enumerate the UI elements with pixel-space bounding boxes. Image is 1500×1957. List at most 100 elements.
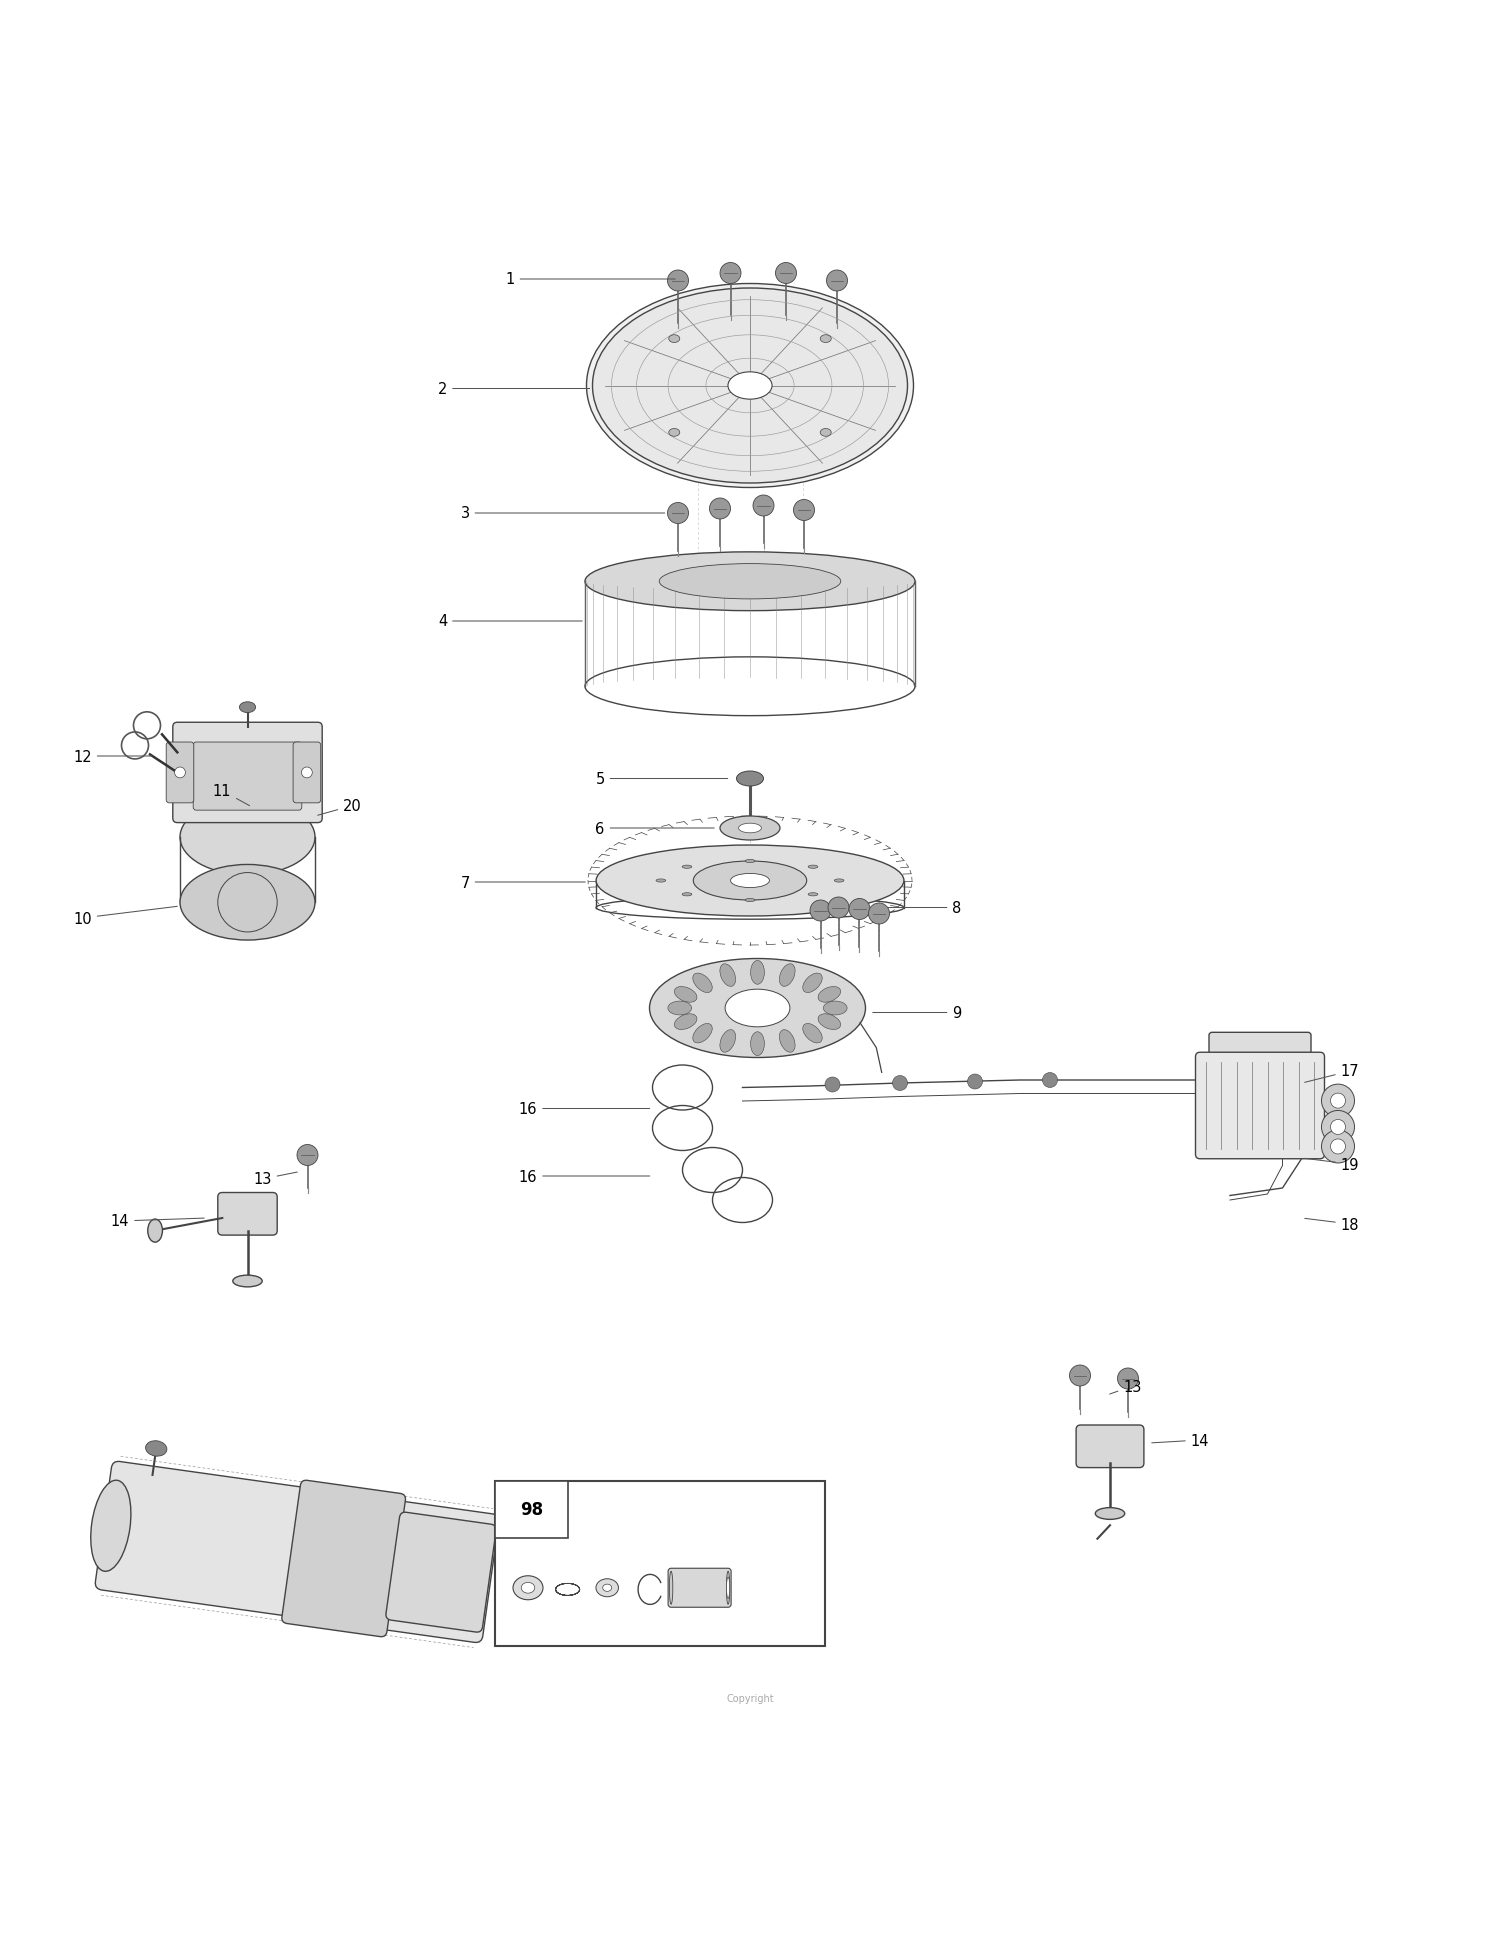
Ellipse shape bbox=[724, 990, 790, 1027]
Circle shape bbox=[720, 264, 741, 284]
Ellipse shape bbox=[802, 973, 822, 992]
FancyBboxPatch shape bbox=[1196, 1053, 1324, 1159]
Text: 8: 8 bbox=[888, 900, 962, 916]
Text: 14: 14 bbox=[1152, 1433, 1209, 1448]
Text: 14: 14 bbox=[111, 1213, 204, 1229]
Circle shape bbox=[174, 767, 186, 779]
Text: 5: 5 bbox=[596, 771, 728, 787]
Text: 11: 11 bbox=[213, 783, 249, 806]
Ellipse shape bbox=[596, 845, 904, 916]
Ellipse shape bbox=[818, 1014, 840, 1029]
Circle shape bbox=[710, 499, 730, 521]
Text: 13: 13 bbox=[1110, 1380, 1142, 1395]
Text: 98: 98 bbox=[519, 1501, 543, 1519]
Ellipse shape bbox=[596, 1579, 618, 1597]
Circle shape bbox=[827, 270, 848, 292]
Ellipse shape bbox=[650, 959, 866, 1059]
Ellipse shape bbox=[592, 290, 908, 483]
Circle shape bbox=[1330, 1139, 1346, 1155]
Ellipse shape bbox=[147, 1219, 162, 1243]
Ellipse shape bbox=[585, 552, 915, 611]
Circle shape bbox=[968, 1074, 982, 1090]
Ellipse shape bbox=[780, 965, 795, 986]
Ellipse shape bbox=[603, 1585, 612, 1591]
Ellipse shape bbox=[586, 284, 914, 487]
Circle shape bbox=[849, 898, 870, 920]
Ellipse shape bbox=[808, 892, 818, 896]
Ellipse shape bbox=[746, 859, 754, 863]
Ellipse shape bbox=[1095, 1507, 1125, 1519]
Ellipse shape bbox=[726, 1571, 730, 1605]
Circle shape bbox=[794, 501, 814, 521]
FancyBboxPatch shape bbox=[292, 742, 321, 804]
Circle shape bbox=[1330, 1119, 1346, 1135]
Ellipse shape bbox=[834, 879, 844, 883]
Text: Copyright: Copyright bbox=[726, 1693, 774, 1703]
Ellipse shape bbox=[669, 1571, 674, 1605]
Text: 17: 17 bbox=[1305, 1065, 1359, 1082]
Ellipse shape bbox=[821, 335, 831, 342]
Ellipse shape bbox=[693, 973, 712, 992]
Ellipse shape bbox=[660, 564, 840, 599]
FancyBboxPatch shape bbox=[194, 742, 302, 810]
Text: 9: 9 bbox=[873, 1006, 962, 1020]
FancyBboxPatch shape bbox=[166, 742, 194, 804]
Ellipse shape bbox=[824, 1002, 848, 1016]
Circle shape bbox=[868, 904, 889, 924]
Ellipse shape bbox=[146, 1440, 166, 1456]
Circle shape bbox=[668, 270, 688, 292]
FancyBboxPatch shape bbox=[96, 1462, 500, 1642]
Circle shape bbox=[668, 503, 688, 524]
Circle shape bbox=[776, 264, 796, 284]
Circle shape bbox=[1322, 1131, 1354, 1162]
Circle shape bbox=[828, 898, 849, 918]
Text: 12: 12 bbox=[74, 750, 152, 763]
FancyBboxPatch shape bbox=[1076, 1425, 1144, 1468]
Circle shape bbox=[1070, 1366, 1090, 1386]
Circle shape bbox=[892, 1076, 908, 1090]
Ellipse shape bbox=[720, 965, 735, 986]
Ellipse shape bbox=[720, 1029, 735, 1053]
Ellipse shape bbox=[818, 986, 840, 1002]
Circle shape bbox=[1322, 1084, 1354, 1117]
Ellipse shape bbox=[730, 875, 770, 888]
Text: 19: 19 bbox=[1305, 1157, 1359, 1172]
Ellipse shape bbox=[656, 879, 666, 883]
Ellipse shape bbox=[682, 865, 692, 869]
FancyBboxPatch shape bbox=[386, 1513, 496, 1632]
Ellipse shape bbox=[669, 335, 680, 342]
Ellipse shape bbox=[90, 1479, 130, 1571]
Bar bbox=[495, 1481, 567, 1538]
Ellipse shape bbox=[726, 1577, 729, 1599]
Ellipse shape bbox=[675, 1014, 698, 1029]
FancyBboxPatch shape bbox=[668, 1568, 730, 1607]
Circle shape bbox=[825, 1078, 840, 1092]
Text: ARIPartStream™: ARIPartStream™ bbox=[666, 984, 834, 1002]
Ellipse shape bbox=[693, 861, 807, 900]
Text: 3: 3 bbox=[460, 507, 664, 521]
Ellipse shape bbox=[668, 1002, 692, 1016]
Ellipse shape bbox=[513, 1575, 543, 1601]
Ellipse shape bbox=[240, 703, 255, 712]
Text: 10: 10 bbox=[74, 906, 177, 926]
Ellipse shape bbox=[750, 961, 765, 984]
Text: 16: 16 bbox=[519, 1102, 650, 1115]
Text: 18: 18 bbox=[1305, 1217, 1359, 1231]
Ellipse shape bbox=[669, 429, 680, 436]
Text: 2: 2 bbox=[438, 382, 590, 397]
Circle shape bbox=[753, 495, 774, 517]
Ellipse shape bbox=[821, 429, 831, 436]
Text: 16: 16 bbox=[519, 1168, 650, 1184]
Circle shape bbox=[1042, 1072, 1058, 1088]
FancyBboxPatch shape bbox=[217, 1194, 278, 1235]
Circle shape bbox=[1118, 1368, 1138, 1389]
Ellipse shape bbox=[180, 800, 315, 875]
Ellipse shape bbox=[180, 865, 315, 941]
Text: 4: 4 bbox=[438, 614, 582, 630]
Ellipse shape bbox=[682, 892, 692, 896]
Ellipse shape bbox=[808, 865, 818, 869]
Ellipse shape bbox=[746, 898, 754, 902]
Ellipse shape bbox=[736, 771, 764, 787]
Ellipse shape bbox=[720, 816, 780, 842]
Ellipse shape bbox=[693, 1024, 712, 1043]
